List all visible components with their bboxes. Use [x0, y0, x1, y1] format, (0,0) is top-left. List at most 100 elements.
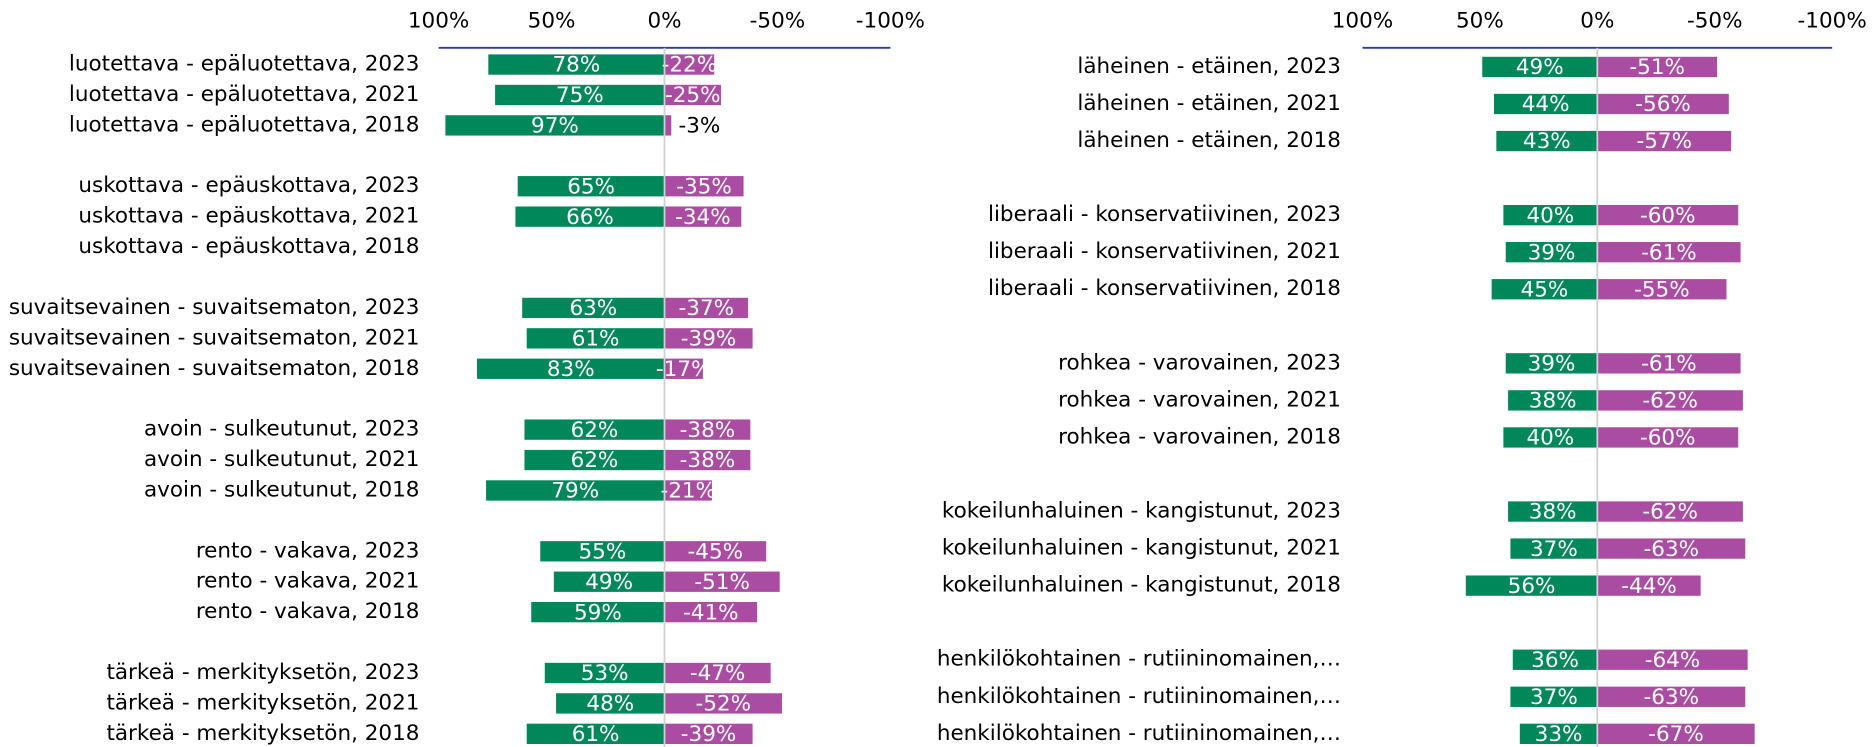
category-label: kokeilunhaluinen - kangistunut, 2018 — [942, 573, 1341, 598]
value-label: 97% — [531, 114, 579, 139]
bar — [664, 176, 744, 197]
value-label: -64% — [1645, 648, 1701, 673]
value-label: 62% — [571, 418, 619, 443]
value-label: 44% — [1522, 92, 1570, 117]
value-label: -45% — [688, 540, 744, 565]
value-label: 78% — [553, 53, 601, 78]
category-label: rohkea - varovainen, 2018 — [1058, 424, 1341, 449]
value-label: -39% — [681, 722, 737, 747]
bar — [1597, 501, 1743, 522]
category-label: läheinen - etäinen, 2021 — [1077, 91, 1341, 116]
bar — [1491, 279, 1598, 300]
value-label: -44% — [1621, 574, 1677, 599]
value-label: 79% — [551, 479, 599, 504]
bar — [664, 662, 771, 684]
value-label: 53% — [581, 661, 629, 686]
value-label: -61% — [1641, 352, 1697, 377]
value-label: -3% — [678, 114, 720, 139]
bar — [1512, 649, 1598, 670]
bar — [664, 480, 712, 501]
category-label: tärkeä - merkityksetön, 2018 — [106, 721, 419, 746]
bar — [526, 328, 665, 349]
bar — [1503, 204, 1598, 226]
value-label: 38% — [1529, 389, 1577, 414]
category-label: rento - vakava, 2021 — [196, 569, 420, 594]
bar — [664, 693, 782, 714]
bar — [1508, 390, 1598, 411]
value-label: -57% — [1636, 129, 1692, 154]
value-label: 65% — [567, 174, 615, 199]
value-label: 40% — [1526, 203, 1574, 228]
category-label: avoin - sulkeutunut, 2021 — [144, 447, 420, 472]
bar — [524, 419, 665, 440]
bar — [1493, 93, 1598, 115]
value-label: -51% — [694, 570, 750, 595]
bar — [531, 601, 665, 623]
value-label: 36% — [1531, 648, 1579, 673]
x-tick-label: 50% — [528, 9, 576, 34]
value-label: 49% — [585, 570, 633, 595]
bar — [1597, 130, 1732, 152]
category-label: rento - vakava, 2023 — [196, 538, 420, 563]
value-label: -62% — [1642, 389, 1698, 414]
value-label: -61% — [1641, 240, 1697, 265]
bar — [664, 601, 758, 623]
value-label: 39% — [1528, 240, 1576, 265]
value-label: -63% — [1644, 537, 1700, 562]
bar — [1597, 204, 1739, 226]
category-label: suvaitsevainen - suvaitsematon, 2023 — [9, 295, 420, 320]
bar — [1597, 427, 1739, 448]
x-tick-label: 0% — [647, 9, 681, 34]
value-label: -34% — [675, 205, 731, 230]
bar — [517, 176, 665, 197]
bar — [1597, 686, 1746, 707]
x-tick-label: 50% — [1456, 9, 1504, 34]
value-label: 75% — [556, 83, 604, 108]
category-label: avoin - sulkeutunut, 2023 — [144, 417, 420, 442]
bar — [1505, 242, 1598, 263]
value-label: -41% — [683, 600, 739, 625]
bar — [664, 297, 749, 319]
value-label: 49% — [1516, 55, 1564, 80]
x-tick-label: -50% — [1687, 9, 1743, 34]
x-tick-label: 100% — [408, 9, 469, 34]
category-label: henkilökohtainen - rutiininomainen,… — [937, 721, 1341, 746]
category-label: tärkeä - merkityksetön, 2021 — [106, 690, 419, 715]
bar — [522, 297, 665, 319]
category-label: liberaali - konservatiivinen, 2023 — [988, 202, 1341, 227]
bar — [544, 662, 665, 684]
category-label: luotettava - epäluotettava, 2021 — [69, 82, 420, 107]
category-label: uskottava - epäuskottava, 2023 — [78, 173, 419, 198]
value-label: -55% — [1634, 277, 1690, 302]
value-label: 59% — [574, 600, 622, 625]
category-label: liberaali - konservatiivinen, 2021 — [988, 239, 1341, 264]
value-label: 48% — [586, 692, 634, 717]
bar — [515, 206, 665, 227]
value-label: -56% — [1635, 92, 1691, 117]
bar — [1482, 56, 1598, 78]
value-label: -63% — [1644, 685, 1700, 710]
value-label: 66% — [566, 205, 614, 230]
category-label: tärkeä - merkityksetön, 2023 — [106, 660, 419, 685]
category-label: henkilökohtainen - rutiininomainen,… — [937, 684, 1341, 709]
category-label: suvaitsevainen - suvaitsematon, 2018 — [9, 356, 420, 381]
bar — [540, 541, 665, 562]
category-label: rohkea - varovainen, 2021 — [1058, 387, 1341, 412]
category-label: kokeilunhaluinen - kangistunut, 2023 — [942, 499, 1341, 524]
value-label: -60% — [1640, 426, 1696, 451]
bar — [1510, 538, 1598, 559]
bar — [664, 723, 753, 744]
bar — [1597, 56, 1718, 78]
x-tick-label: -100% — [856, 9, 925, 34]
value-label: 40% — [1526, 426, 1574, 451]
bar — [1510, 686, 1598, 707]
bar — [664, 84, 721, 106]
bar — [1597, 575, 1701, 596]
bar — [664, 449, 751, 471]
bar — [1508, 501, 1598, 522]
bar — [1597, 538, 1746, 559]
bar — [1597, 723, 1755, 744]
value-label: 56% — [1508, 574, 1556, 599]
